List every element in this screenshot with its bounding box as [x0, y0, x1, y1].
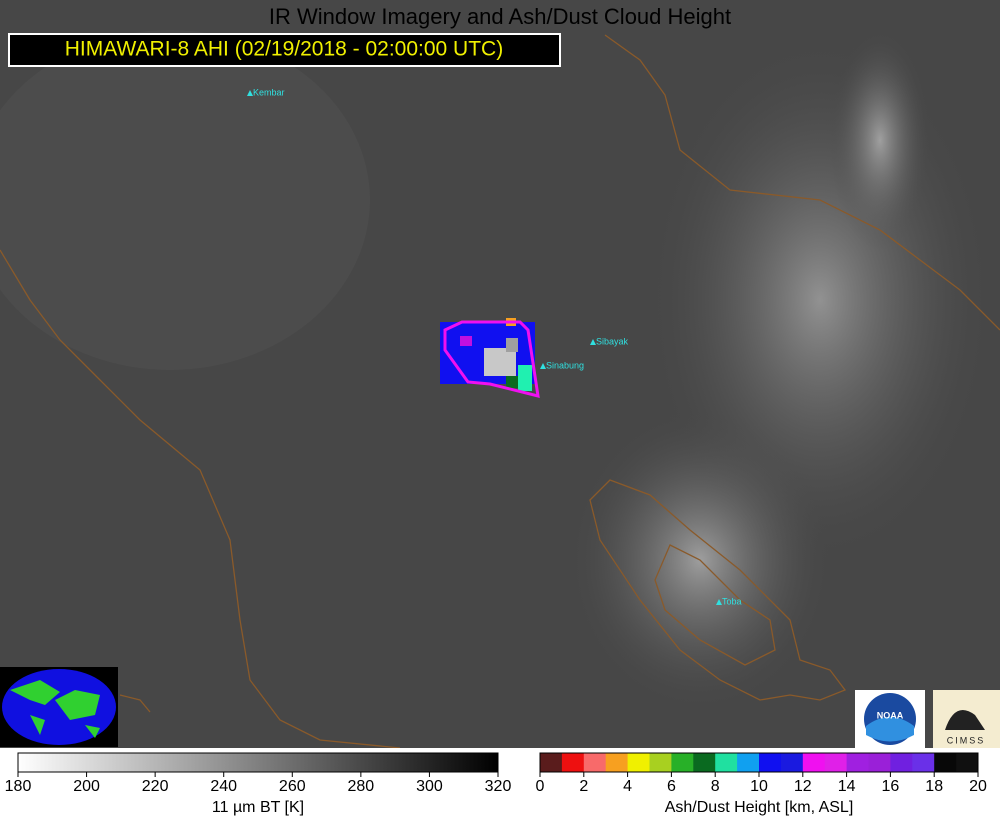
colorbar-segment: [693, 753, 716, 772]
noaa-wave: [866, 717, 914, 742]
colorbar-label: Ash/Dust Height [km, ASL]: [665, 799, 854, 816]
colorbar-segment: [890, 753, 913, 772]
colorbar-segment: [759, 753, 782, 772]
colorbar-segment: [715, 753, 738, 772]
colorbar-segment: [649, 753, 672, 772]
coastlines: [0, 34, 1000, 749]
volcano-markers: Kembar Sibayak Sinabung Toba: [247, 87, 742, 606]
colorbar-tick-label: 18: [925, 778, 943, 795]
colorbar-segment: [605, 753, 629, 772]
colorbar-tick-label: 280: [348, 778, 375, 795]
subtitle: HIMAWARI-8 AHI (02/19/2018 - 02:00:00 UT…: [65, 38, 503, 61]
colorbar-segment: [671, 753, 694, 772]
colorbar-segment: [737, 753, 760, 772]
colorbar-segment: [583, 753, 607, 772]
subtitle-box: [8, 33, 561, 67]
colorbar-segment: [912, 753, 935, 772]
colorbar-segment: [627, 753, 650, 772]
volcano-marker: [590, 339, 596, 345]
cimss-text: CIMSS: [947, 735, 986, 745]
volcano-marker: [540, 363, 546, 369]
ash-pixels: [460, 336, 472, 346]
ash-pixels: [518, 365, 532, 391]
ash-pixels: [506, 376, 518, 388]
volcano-label: Kembar: [253, 87, 285, 97]
ash-cloud: [440, 318, 540, 399]
colorbar-tick-label: 2: [579, 778, 588, 795]
colorbar-tick-label: 200: [73, 778, 100, 795]
colorbar-tick-label: 14: [838, 778, 856, 795]
colorbar-tick-label: 240: [210, 778, 237, 795]
colorbar-tick-label: 220: [142, 778, 169, 795]
ash-pixels: [484, 348, 516, 376]
colorbar-tick-label: 260: [279, 778, 306, 795]
colorbars: 180 200 220 240 260 280 300 320 11 µm BT [K] 0 2 4 6…: [5, 752, 987, 816]
ash-outline: [443, 320, 540, 399]
cimss-logo: CIMSS: [933, 690, 1000, 748]
colorbar-segment: [561, 753, 585, 772]
globe-land: [10, 680, 100, 738]
cloud: [0, 30, 370, 370]
colorbar-tick-label: 12: [794, 778, 812, 795]
cloud: [830, 30, 930, 250]
globe-ocean: [2, 669, 116, 745]
title: IR Window Imagery and Ash/Dust Cloud Hei…: [269, 4, 731, 29]
noaa-logo: NOAA: [855, 690, 925, 748]
colorbar-tick-label: 6: [667, 778, 676, 795]
volcano-label: Sinabung: [546, 360, 584, 370]
colorbar-tick-label: 10: [750, 778, 768, 795]
colorbar-segment: [540, 753, 563, 772]
volcano-marker: [716, 599, 722, 605]
noaa-text: NOAA: [877, 710, 904, 720]
volcano-marker: [247, 90, 253, 96]
colorbar-segment: [802, 753, 826, 772]
colorbar-tick-label: 4: [623, 778, 632, 795]
colorbar-tick-label: 16: [882, 778, 900, 795]
globe-inset: [0, 667, 118, 747]
colorbar-tick-label: 320: [485, 778, 512, 795]
colorbar-segment: [956, 753, 979, 772]
colorbar-tick-label: 0: [536, 778, 545, 795]
colorbar-segment: [824, 753, 848, 772]
bt-colorbar: [17, 752, 499, 773]
colorbar-segment: [846, 753, 869, 772]
colorbar-tick-label: 20: [969, 778, 987, 795]
colorbar-segment: [868, 753, 891, 772]
ash-pixels: [506, 338, 518, 352]
volcano-label: Toba: [722, 596, 742, 606]
volcano-label: Sibayak: [596, 336, 629, 346]
colorbar-tick-label: 8: [711, 778, 720, 795]
colorbar-segment: [934, 753, 957, 772]
colorbar-tick-label: 300: [416, 778, 443, 795]
colorbar-segment: [780, 753, 804, 772]
colorbar-label: 11 µm BT [K]: [212, 799, 304, 816]
cimss-figure: [945, 710, 985, 730]
colorbar-tick-label: 180: [5, 778, 32, 795]
